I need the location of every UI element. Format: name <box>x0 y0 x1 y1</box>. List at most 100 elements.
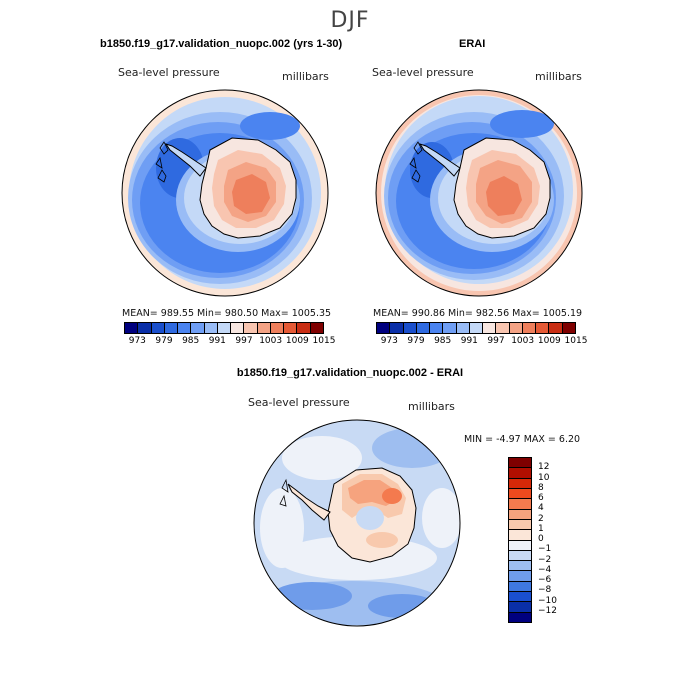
colorbar-cell <box>509 612 531 622</box>
colorbar-cell <box>483 323 497 333</box>
diff-variable-label: Sea-level pressure <box>248 396 350 409</box>
colorbar-tick-label: −6 <box>538 575 552 585</box>
map-boundary-circle <box>253 419 461 627</box>
colorbar-tick-label: 0 <box>538 534 544 544</box>
figure-season-title: DJF <box>330 8 370 33</box>
colorbar-cell <box>509 571 531 582</box>
colorbar-cell <box>416 323 431 333</box>
colorbar-tick-label: 991 <box>208 336 226 346</box>
colorbar-cell <box>231 323 245 333</box>
colorbar-tick-label: −8 <box>538 585 552 596</box>
colorbar-cell <box>284 323 298 333</box>
colorbar-tick-label: 979 <box>407 336 425 346</box>
obs-units-label: millibars <box>535 70 582 83</box>
colorbar-cell <box>443 323 457 333</box>
colorbar-cell <box>509 550 531 562</box>
colorbar-cell <box>496 323 510 333</box>
colorbar-cell <box>509 561 531 572</box>
diff-colorbar: 12 10 8 6 4 2 1 0 −1 −2 −4 −6 −8 −10 −12 <box>508 457 578 623</box>
map-boundary-circle <box>375 89 583 297</box>
obs-colorbar: 973 979 985 991 997 1003 1009 1015 <box>376 322 588 346</box>
diff-units-label: millibars <box>408 400 455 413</box>
colorbar-cell <box>138 323 152 333</box>
model-variable-label: Sea-level pressure <box>118 66 220 79</box>
diff-stats: MIN = -4.97 MAX = 6.20 <box>464 434 581 445</box>
colorbar-cell <box>509 602 531 613</box>
model-colorbar-ticks: 973 979 985 991 997 1003 1009 1015 <box>124 334 336 346</box>
colorbar-tick-label: 1003 <box>259 336 283 346</box>
diff-colorbar-ticks: 12 10 8 6 4 2 1 0 −1 −2 −4 −6 −8 −10 −12 <box>538 457 578 621</box>
colorbar-cell <box>509 540 531 551</box>
colorbar-tick-label: 973 <box>380 336 398 346</box>
colorbar-tick-label: 997 <box>235 336 253 346</box>
colorbar-cell <box>509 488 531 500</box>
obs-colorbar-ticks: 973 979 985 991 997 1003 1009 1015 <box>376 334 588 346</box>
colorbar-cell <box>509 530 531 541</box>
colorbar-tick-label: 973 <box>128 336 146 346</box>
colorbar-cell <box>509 323 523 333</box>
colorbar-tick-label: 985 <box>182 336 200 346</box>
colorbar-tick-label: 997 <box>487 336 505 346</box>
colorbar-tick-label: 991 <box>460 336 478 346</box>
colorbar-cell <box>509 592 531 603</box>
colorbar-cell <box>204 323 218 333</box>
model-stats: MEAN= 989.55 Min= 980.50 Max= 1005.35 <box>122 308 332 319</box>
colorbar-cell <box>164 323 179 333</box>
colorbar-cell <box>390 323 404 333</box>
colorbar-cell <box>125 323 139 333</box>
colorbar-tick-label: 1009 <box>285 336 309 346</box>
colorbar-tick-label: 979 <box>155 336 173 346</box>
colorbar-cell <box>522 323 537 333</box>
colorbar-tick-label: 6 <box>538 493 544 503</box>
colorbar-cell <box>244 323 258 333</box>
colorbar-tick-label: 8 <box>538 482 544 493</box>
model-colorbar-bar <box>124 322 324 334</box>
colorbar-cell <box>509 458 531 469</box>
colorbar-cell <box>191 323 205 333</box>
obs-panel-title: ERAI <box>459 38 486 50</box>
colorbar-cell <box>469 323 484 333</box>
model-slp-map <box>121 89 329 297</box>
diff-colorbar-bar <box>508 457 532 623</box>
colorbar-tick-label: −12 <box>538 605 557 616</box>
colorbar-tick-label: −4 <box>538 564 552 575</box>
colorbar-cell <box>509 519 531 531</box>
obs-slp-map <box>375 89 583 297</box>
colorbar-tick-label: −1 <box>538 544 552 555</box>
colorbar-cell <box>403 323 417 333</box>
colorbar-cell <box>456 323 470 333</box>
colorbar-tick-label: 1009 <box>537 336 561 346</box>
colorbar-tick-label: 2 <box>538 513 544 524</box>
colorbar-cell <box>549 323 563 333</box>
colorbar-cell <box>509 581 531 593</box>
obs-variable-label: Sea-level pressure <box>372 66 474 79</box>
colorbar-cell <box>151 323 165 333</box>
colorbar-tick-label: 12 <box>538 462 550 473</box>
colorbar-cell <box>562 323 575 333</box>
colorbar-cell <box>377 323 391 333</box>
colorbar-cell <box>509 509 531 520</box>
colorbar-cell <box>430 323 444 333</box>
colorbar-cell <box>509 478 531 489</box>
diff-panel-title: b1850.f19_g17.validation_nuopc.002 - ERA… <box>236 367 464 379</box>
obs-colorbar-bar <box>376 322 576 334</box>
colorbar-tick-label: 1003 <box>511 336 535 346</box>
map-boundary-circle <box>121 89 329 297</box>
colorbar-cell <box>297 323 311 333</box>
colorbar-tick-label: 10 <box>538 472 550 483</box>
colorbar-tick-label: 1015 <box>312 336 336 346</box>
colorbar-tick-label: 985 <box>434 336 452 346</box>
colorbar-cell <box>270 323 285 333</box>
model-panel-title: b1850.f19_g17.validation_nuopc.002 (yrs … <box>100 38 343 50</box>
colorbar-cell <box>509 499 531 510</box>
colorbar-cell <box>257 323 271 333</box>
colorbar-tick-label: −10 <box>538 595 557 606</box>
colorbar-tick-label: −2 <box>538 554 552 565</box>
obs-stats: MEAN= 990.86 Min= 982.56 Max= 1005.19 <box>373 308 583 319</box>
colorbar-cell <box>536 323 550 333</box>
colorbar-cell <box>310 323 323 333</box>
model-units-label: millibars <box>282 70 329 83</box>
diff-slp-map <box>253 419 461 627</box>
colorbar-cell <box>178 323 192 333</box>
colorbar-tick-label: 4 <box>538 503 544 514</box>
